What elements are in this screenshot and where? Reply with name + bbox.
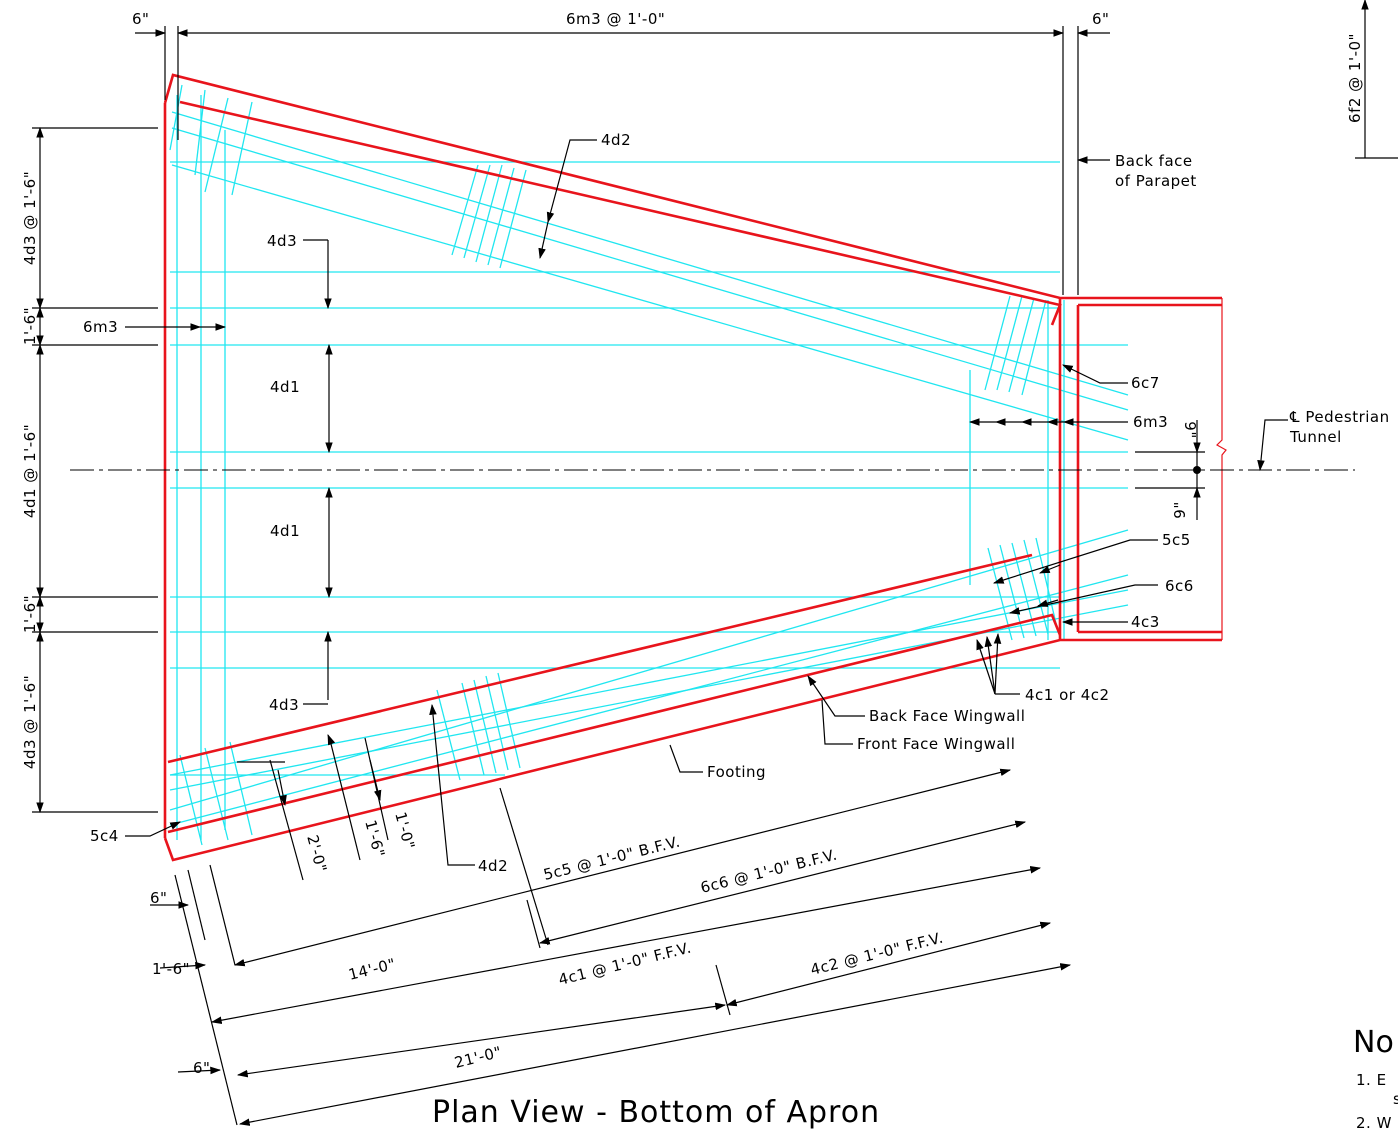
footing-line	[167, 553, 1033, 764]
label-4d3-top: 4d3	[267, 232, 297, 250]
label-4c3: 4c3	[1131, 613, 1160, 631]
outer-top-edge	[163, 73, 1222, 300]
label-4d3-bottom: 4d3	[269, 696, 299, 714]
label-layer: 6" 6m3 @ 1'-0" 6" 4d2 Back face of Parap…	[21, 10, 1398, 1132]
label-5c5: 5c5	[1162, 531, 1191, 549]
label-4c1-or-4c2: 4c1 or 4c2	[1025, 686, 1110, 704]
dim-6f2: 6f2 @ 1'-0"	[1346, 33, 1364, 123]
note-item-2: 2. W	[1356, 1114, 1392, 1132]
dim-4d1: 4d1 @ 1'-6"	[21, 424, 39, 518]
note-item-1-cont: s	[1393, 1090, 1398, 1108]
label-4d1-b: 4d1	[270, 522, 300, 540]
label-centerline-1: ℄ Pedestrian	[1289, 408, 1390, 426]
dim-2-0: 2'-0"	[303, 833, 330, 874]
rebar-line	[171, 164, 1129, 441]
dowels-bottom-mid	[436, 672, 521, 781]
dim-6-bottom-a: 6"	[150, 889, 167, 907]
label-4d2-top: 4d2	[601, 131, 631, 149]
label-back-face-parapet-1: Back face	[1115, 152, 1193, 170]
dim-1-6-bottom: 1'-6"	[152, 960, 190, 978]
dimension-layer	[32, 0, 1398, 1126]
dim-6c6-run: 6c6 @ 1'-0" B.F.V.	[699, 845, 839, 896]
label-front-face-wingwall: Front Face Wingwall	[857, 735, 1015, 753]
rebar-line	[171, 127, 1129, 411]
dim-6-bottom-b: 6"	[193, 1059, 210, 1077]
label-6m3-right: 6m3	[1133, 413, 1168, 431]
dowels-right-top	[984, 295, 1047, 396]
dim-4c2-run: 4c2 @ 1'-0" F.F.V.	[809, 928, 946, 978]
break-line	[1216, 298, 1227, 640]
dim-6-top-right: 6"	[1092, 10, 1109, 28]
drawing-title: Plan View - Bottom of Apron	[432, 1095, 880, 1130]
dim-1-0-diag: 1'-0"	[391, 810, 418, 851]
dim-4c1-run: 4c1 @ 1'-0" F.F.V.	[557, 938, 694, 988]
dim-4d3-top: 4d3 @ 1'-6"	[21, 171, 39, 265]
apron-outline	[163, 73, 1227, 862]
rebar-line	[169, 574, 1129, 826]
label-centerline-2: Tunnel	[1289, 428, 1342, 446]
label-footing: Footing	[707, 763, 766, 781]
inner-bottom-edge	[167, 613, 1062, 834]
rebar-line	[171, 111, 1129, 396]
outer-bottom-edge	[163, 638, 1222, 862]
dim-6-top-left: 6"	[132, 10, 149, 28]
label-4d2-bottom: 4d2	[478, 857, 508, 875]
label-6c7: 6c7	[1131, 374, 1160, 392]
note-item-1: 1. E	[1356, 1071, 1387, 1089]
dim-9-bottom: 9"	[1171, 501, 1189, 518]
label-5c4: 5c4	[90, 827, 119, 845]
dim-1-6-a: 1'-6"	[21, 307, 39, 345]
dim-4d3-bottom: 4d3 @ 1'-6"	[21, 675, 39, 769]
label-4d1-a: 4d1	[270, 378, 300, 396]
label-back-face-wingwall: Back Face Wingwall	[869, 707, 1025, 725]
label-6c6: 6c6	[1165, 577, 1194, 595]
notes-heading: No	[1353, 1025, 1394, 1060]
rebar-layer	[169, 84, 1129, 846]
dim-14-0: 14'-0"	[347, 955, 398, 984]
dowels-top-mid	[451, 164, 527, 269]
label-6m3-left: 6m3	[83, 318, 118, 336]
dim-21-0: 21'-0"	[453, 1043, 504, 1072]
dim-1-6-b: 1'-6"	[21, 595, 39, 633]
dim-9-top: 9"	[1181, 421, 1199, 438]
label-back-face-parapet-2: of Parapet	[1115, 172, 1197, 190]
rebar-line	[169, 529, 1129, 811]
dim-6m3-span: 6m3 @ 1'-0"	[566, 10, 665, 28]
